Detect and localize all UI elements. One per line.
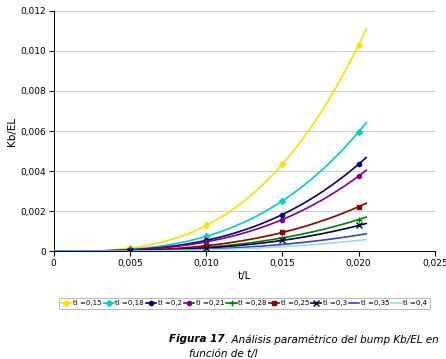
Legend: tl =0,15, tl =0,18, tl =0,2, tl =0,21, tl =0,28, tl =0,25, tl =0,3, tl =0,35, tl: tl =0,15, tl =0,18, tl =0,2, tl =0,21, t… (59, 298, 429, 309)
Text: . Análisis paramétrico del bump Kb/EL en: . Análisis paramétrico del bump Kb/EL en (225, 334, 439, 345)
Y-axis label: Kb/EL: Kb/EL (7, 116, 17, 146)
Text: Figura 17: Figura 17 (169, 334, 225, 344)
X-axis label: t/L: t/L (238, 271, 251, 281)
Text: función de t/l: función de t/l (189, 349, 257, 359)
